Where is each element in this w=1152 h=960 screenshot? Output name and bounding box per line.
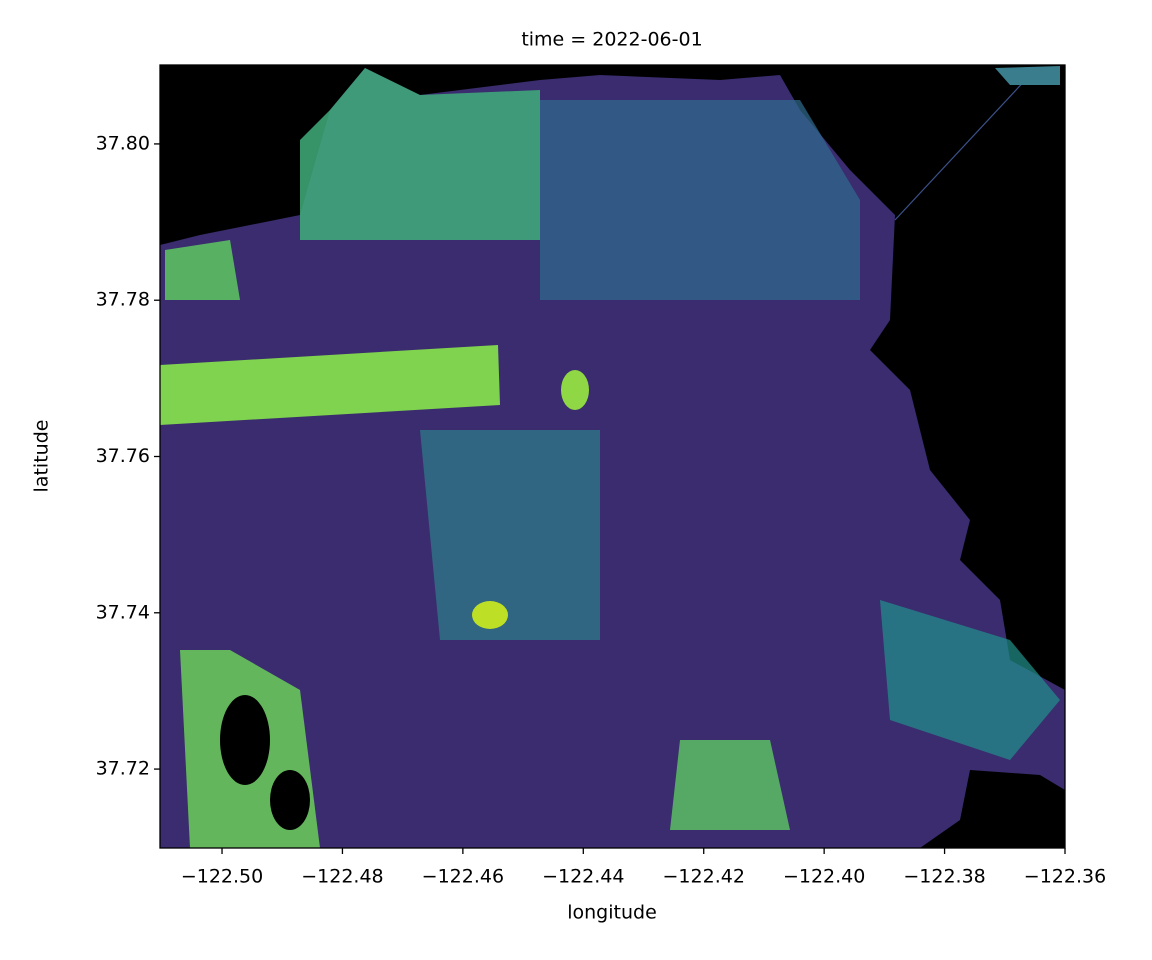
vegetation [300, 68, 540, 240]
x-tick-label: −122.48 [301, 866, 383, 888]
x-tick-label: −122.38 [903, 866, 985, 888]
x-axis-label: longitude [567, 902, 657, 924]
x-tick-label: −122.40 [783, 866, 865, 888]
raster-image [160, 65, 1065, 848]
lake [220, 695, 270, 785]
y-tick-label: 37.80 [96, 132, 150, 154]
vegetation [472, 601, 508, 629]
vegetation [165, 240, 240, 300]
x-tick-label: −122.44 [542, 866, 624, 888]
x-tick-label: −122.46 [422, 866, 504, 888]
bridge [894, 74, 1031, 221]
land [995, 66, 1060, 85]
vegetation [880, 600, 1060, 760]
y-tick-label: 37.74 [96, 601, 150, 623]
x-tick-label: −122.42 [663, 866, 745, 888]
y-axis-label: latitude [31, 420, 53, 493]
y-tick-label: 37.72 [96, 758, 150, 780]
lake [270, 770, 310, 830]
y-tick-label: 37.78 [96, 289, 150, 311]
y-tick-label: 37.76 [96, 445, 150, 467]
x-tick-label: −122.50 [181, 866, 263, 888]
x-tick-label: −122.36 [1024, 866, 1106, 888]
vegetation [420, 430, 600, 640]
vegetation [540, 100, 860, 300]
vegetation [561, 370, 589, 410]
vegetation [670, 740, 790, 830]
chart-title: time = 2022-06-01 [521, 29, 702, 51]
vegetation [160, 345, 500, 425]
